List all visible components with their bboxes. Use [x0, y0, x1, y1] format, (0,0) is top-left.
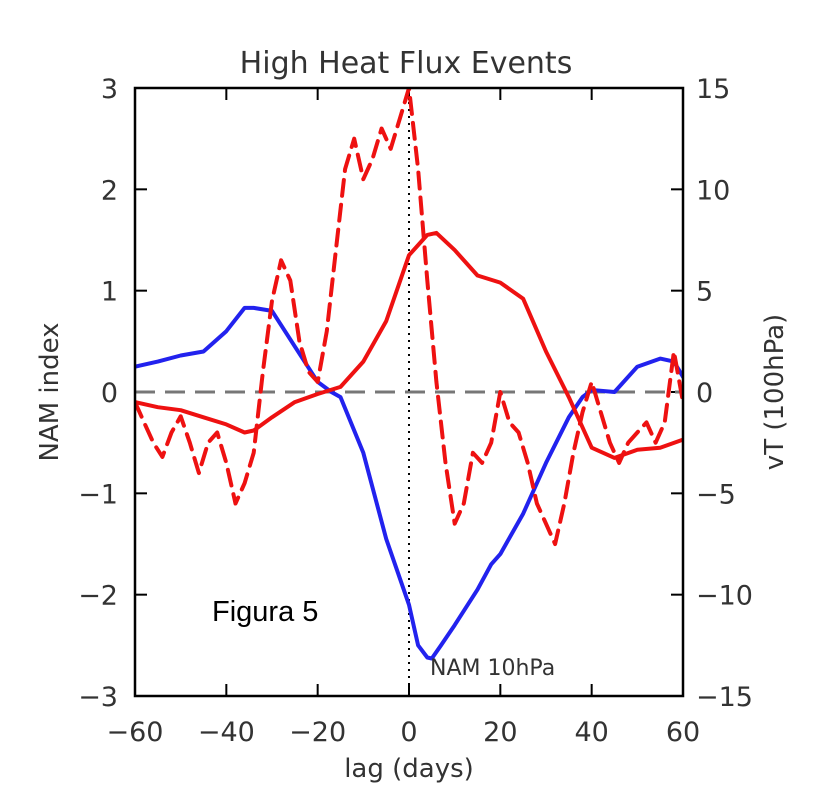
curve-label: NAM 10hPa [430, 656, 555, 681]
x-tick-label: −60 [107, 717, 164, 748]
chart-title: High Heat Flux Events [240, 46, 573, 81]
y-right-tick-label: 15 [696, 74, 730, 105]
x-tick-label: 0 [400, 717, 417, 748]
y-left-tick-label: 0 [101, 378, 118, 409]
plot-frame [133, 86, 685, 698]
x-axis-label: lag (days) [344, 754, 474, 784]
y-axis-label-right: vT (100hPa) [760, 314, 790, 470]
y-right-tick-label: −5 [696, 479, 736, 510]
figure-label: Figura 5 [212, 596, 318, 628]
y-left-tick-label: 1 [101, 277, 118, 308]
y-right-tick-label: −10 [696, 581, 753, 612]
y-right-tick-label: 0 [696, 378, 713, 409]
x-tick-label: −40 [198, 717, 255, 748]
y-left-tick-label: 3 [101, 74, 118, 105]
y-right-tick-label: 5 [696, 277, 713, 308]
x-tick-label: 40 [574, 717, 608, 748]
y-left-tick-label: −1 [78, 479, 118, 510]
x-tick-label: 60 [666, 717, 700, 748]
vt-100hpa-line [135, 88, 683, 546]
x-tick-label: −20 [289, 717, 346, 748]
y-right-tick-label: 10 [696, 175, 730, 206]
y-left-tick-label: 2 [101, 175, 118, 206]
y-axis-label-left: NAM index [35, 322, 65, 461]
x-tick-label: 20 [483, 717, 517, 748]
y-right-tick-label: −15 [696, 682, 753, 713]
y-left-tick-label: −2 [78, 581, 118, 612]
y-left-tick-label: −3 [78, 682, 118, 713]
